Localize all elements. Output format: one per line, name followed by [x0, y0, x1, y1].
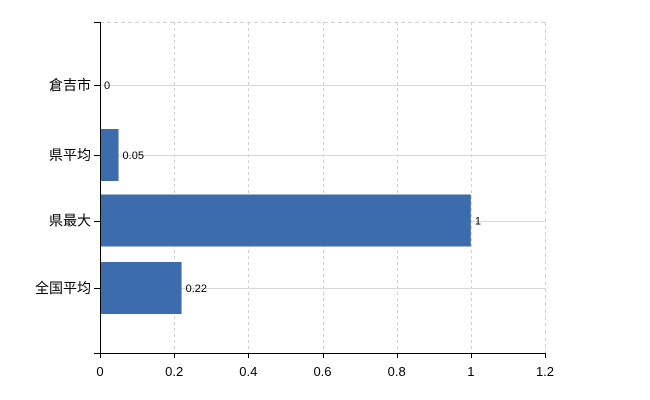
- bar-value-label: 1: [475, 216, 481, 228]
- category-label: 県最大: [49, 213, 91, 229]
- category-label: 県平均: [49, 147, 91, 163]
- x-tick-label: 0.2: [165, 364, 183, 379]
- bar-value-label: 0: [104, 80, 110, 92]
- x-tick-label: 0: [96, 364, 103, 379]
- bar-value-label: 0.22: [186, 283, 207, 295]
- x-tick-label: 1.2: [536, 364, 554, 379]
- bar: [100, 262, 182, 314]
- bar-value-label: 0.05: [123, 150, 144, 162]
- x-tick-label: 1: [467, 364, 474, 379]
- bar: [100, 129, 119, 181]
- x-tick-label: 0.6: [313, 364, 331, 379]
- category-label: 全国平均: [35, 280, 91, 296]
- bar: [100, 194, 471, 247]
- x-tick-label: 0.8: [388, 364, 406, 379]
- x-tick-label: 0.4: [239, 364, 257, 379]
- category-label: 倉吉市: [49, 77, 91, 93]
